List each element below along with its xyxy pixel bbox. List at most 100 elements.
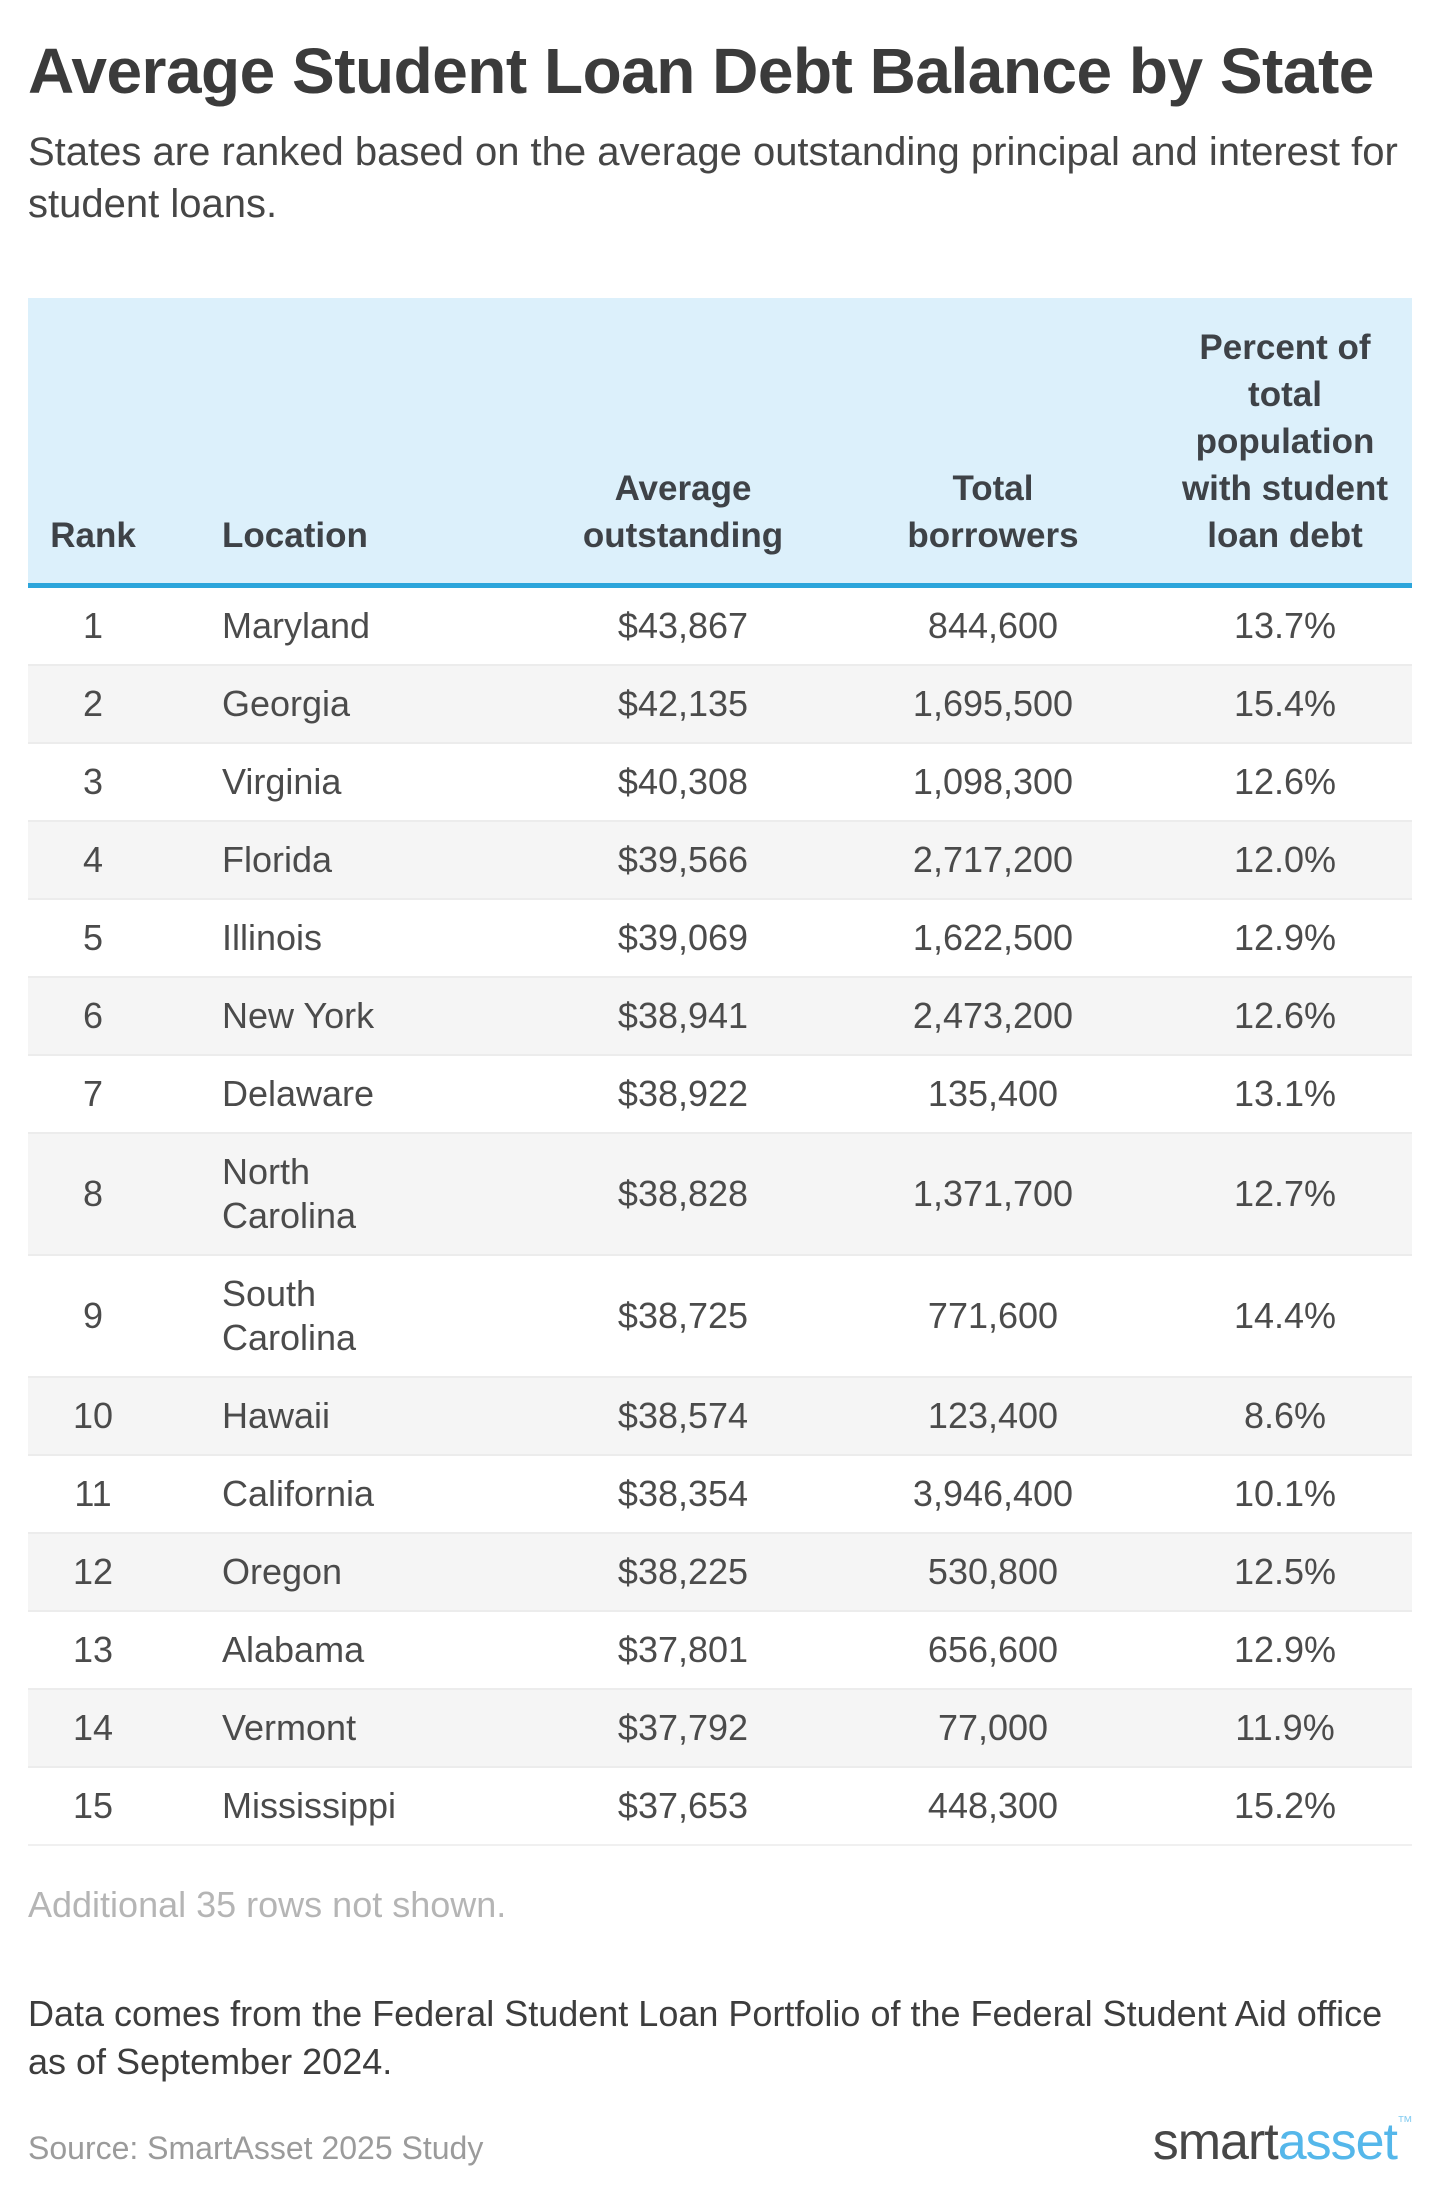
location-label: Virginia bbox=[222, 761, 342, 803]
table-row: 13 Alabama $37,801 656,600 12.9% bbox=[28, 1612, 1412, 1691]
rank-cell: 6 bbox=[82, 995, 104, 1037]
total-borrowers-cell: 530,800 bbox=[927, 1551, 1059, 1593]
percent-population-cell: 13.1% bbox=[1233, 1073, 1337, 1115]
average-outstanding-cell: $37,653 bbox=[617, 1785, 749, 1827]
location-label: Vermont bbox=[222, 1707, 357, 1749]
rank-cell: 7 bbox=[82, 1073, 104, 1115]
loan-debt-table: Rank Location Average outstanding Total … bbox=[28, 298, 1412, 1847]
average-outstanding-cell: $39,566 bbox=[617, 839, 749, 881]
average-outstanding-cell: $38,574 bbox=[617, 1395, 749, 1437]
percent-population-cell: 14.4% bbox=[1233, 1295, 1337, 1337]
average-outstanding-cell: $38,941 bbox=[617, 995, 749, 1037]
percent-population-cell: 12.6% bbox=[1233, 995, 1337, 1037]
average-outstanding-cell: $43,867 bbox=[617, 605, 749, 647]
location-cell: Florida bbox=[158, 822, 538, 898]
table-row: 12 Oregon $38,225 530,800 12.5% bbox=[28, 1534, 1412, 1613]
column-header-average-outstanding-label: Average outstanding bbox=[582, 469, 784, 556]
average-outstanding-cell: $39,069 bbox=[617, 917, 749, 959]
data-source-note: Data comes from the Federal Student Loan… bbox=[28, 1993, 1383, 2083]
total-borrowers-cell: 448,300 bbox=[927, 1785, 1059, 1827]
average-outstanding-cell: $38,922 bbox=[617, 1073, 749, 1115]
total-borrowers-cell: 1,622,500 bbox=[912, 917, 1074, 959]
average-outstanding-cell: $40,308 bbox=[617, 761, 749, 803]
column-header-location: Location bbox=[158, 486, 538, 583]
location-cell: Illinois bbox=[158, 900, 538, 976]
location-label: California bbox=[222, 1473, 375, 1515]
truncation-note: Additional 35 rows not shown. bbox=[28, 1884, 507, 1926]
percent-population-cell: 8.6% bbox=[1243, 1395, 1327, 1437]
percent-population-cell: 10.1% bbox=[1233, 1473, 1337, 1515]
logo-asset-text: asset bbox=[1277, 2113, 1398, 2172]
total-borrowers-cell: 77,000 bbox=[937, 1707, 1049, 1749]
location-cell: California bbox=[158, 1456, 538, 1532]
rank-cell: 4 bbox=[82, 839, 104, 881]
total-borrowers-cell: 1,695,500 bbox=[912, 683, 1074, 725]
percent-population-cell: 12.6% bbox=[1233, 761, 1337, 803]
table-row: 1 Maryland $43,867 844,600 13.7% bbox=[28, 588, 1412, 667]
total-borrowers-cell: 656,600 bbox=[927, 1629, 1059, 1671]
average-outstanding-cell: $38,225 bbox=[617, 1551, 749, 1593]
table-row: 5 Illinois $39,069 1,622,500 12.9% bbox=[28, 900, 1412, 979]
location-cell: Delaware bbox=[158, 1056, 538, 1132]
location-cell: South Carolina bbox=[158, 1256, 538, 1376]
table-row: 9 South Carolina $38,725 771,600 14.4% bbox=[28, 1256, 1412, 1379]
rank-cell: 3 bbox=[82, 761, 104, 803]
total-borrowers-cell: 135,400 bbox=[927, 1073, 1059, 1115]
rank-cell: 15 bbox=[72, 1785, 114, 1827]
rank-cell: 9 bbox=[82, 1295, 104, 1337]
location-cell: Vermont bbox=[158, 1690, 538, 1766]
column-header-rank: Rank bbox=[28, 486, 158, 583]
source-credit: Source: SmartAsset 2025 Study bbox=[28, 2130, 484, 2167]
location-label: New York bbox=[222, 995, 375, 1037]
table-row: 7 Delaware $38,922 135,400 13.1% bbox=[28, 1056, 1412, 1135]
rank-cell: 13 bbox=[72, 1629, 114, 1671]
percent-population-cell: 15.4% bbox=[1233, 683, 1337, 725]
average-outstanding-cell: $37,792 bbox=[617, 1707, 749, 1749]
average-outstanding-cell: $42,135 bbox=[617, 683, 749, 725]
rank-cell: 1 bbox=[82, 605, 104, 647]
total-borrowers-cell: 844,600 bbox=[927, 605, 1059, 647]
table-row: 4 Florida $39,566 2,717,200 12.0% bbox=[28, 822, 1412, 901]
total-borrowers-cell: 2,473,200 bbox=[912, 995, 1074, 1037]
location-label: Alabama bbox=[222, 1629, 365, 1671]
column-header-location-label: Location bbox=[222, 516, 368, 556]
percent-population-cell: 12.9% bbox=[1233, 917, 1337, 959]
location-label: Mississippi bbox=[222, 1785, 397, 1827]
percent-population-cell: 13.7% bbox=[1233, 605, 1337, 647]
rank-cell: 8 bbox=[82, 1173, 104, 1215]
average-outstanding-cell: $38,828 bbox=[617, 1173, 749, 1215]
percent-population-cell: 12.7% bbox=[1233, 1173, 1337, 1215]
location-label: South Carolina bbox=[222, 1273, 357, 1359]
table-body: 1 Maryland $43,867 844,600 13.7% 2 Georgia $42,… bbox=[28, 588, 1412, 1847]
rank-cell: 10 bbox=[72, 1395, 114, 1437]
rank-cell: 5 bbox=[82, 917, 104, 959]
rank-cell: 2 bbox=[82, 683, 104, 725]
table-row: 2 Georgia $42,135 1,695,500 15.4% bbox=[28, 666, 1412, 745]
location-label: Florida bbox=[222, 839, 333, 881]
column-header-total-borrowers-label: Total borrowers bbox=[907, 469, 1079, 556]
location-cell: Alabama bbox=[158, 1612, 538, 1688]
total-borrowers-cell: 771,600 bbox=[927, 1295, 1059, 1337]
table-header-row: Rank Location Average outstanding Total … bbox=[28, 298, 1412, 589]
percent-population-cell: 12.5% bbox=[1233, 1551, 1337, 1593]
table-row: 3 Virginia $40,308 1,098,300 12.6% bbox=[28, 744, 1412, 823]
total-borrowers-cell: 1,371,700 bbox=[912, 1173, 1074, 1215]
location-label: Hawaii bbox=[222, 1395, 331, 1437]
rank-cell: 14 bbox=[72, 1707, 114, 1749]
table-row: 10 Hawaii $38,574 123,400 8.6% bbox=[28, 1378, 1412, 1457]
total-borrowers-cell: 2,717,200 bbox=[912, 839, 1074, 881]
column-header-percent-population: Percent of total population with student… bbox=[1158, 298, 1412, 583]
total-borrowers-cell: 123,400 bbox=[927, 1395, 1059, 1437]
logo-smart-text: smart bbox=[1152, 2113, 1279, 2172]
smartasset-logo: smartasset™ bbox=[1152, 2112, 1413, 2172]
logo-trademark: ™ bbox=[1397, 2114, 1413, 2132]
footer-bottom-row: Source: SmartAsset 2025 Study smartasset… bbox=[28, 2112, 1413, 2172]
location-cell: Hawaii bbox=[158, 1378, 538, 1454]
location-cell: New York bbox=[158, 978, 538, 1054]
table-row: 14 Vermont $37,792 77,000 11.9% bbox=[28, 1690, 1412, 1769]
column-header-average-outstanding: Average outstanding bbox=[538, 439, 828, 583]
column-header-total-borrowers: Total borrowers bbox=[828, 439, 1158, 583]
location-cell: Georgia bbox=[158, 666, 538, 742]
total-borrowers-cell: 3,946,400 bbox=[912, 1473, 1074, 1515]
column-header-percent-population-label: Percent of total population with student… bbox=[1181, 328, 1389, 556]
